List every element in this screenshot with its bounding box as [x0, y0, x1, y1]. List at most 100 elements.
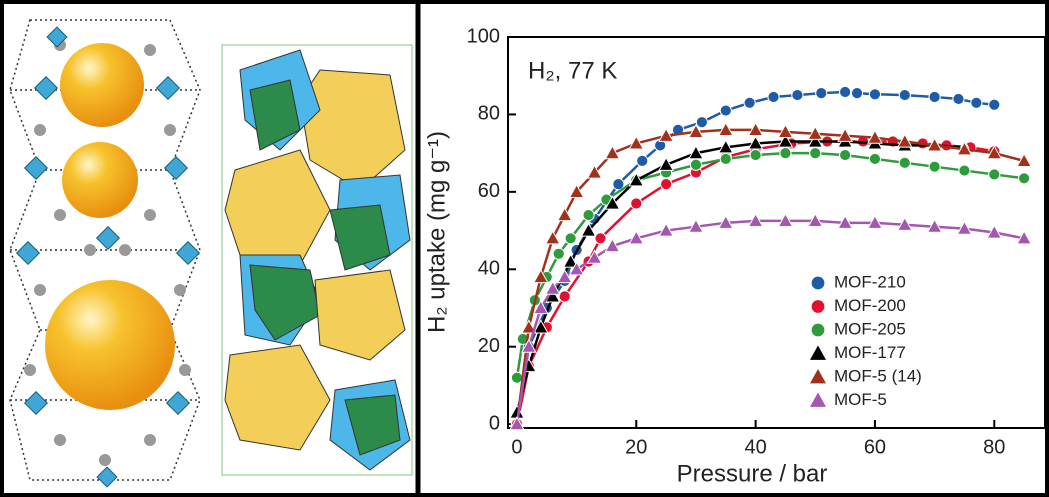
data-point	[532, 299, 549, 315]
data-point	[568, 261, 585, 276]
y-axis-title: H₂ uptake (mg g⁻¹)	[423, 131, 450, 333]
data-point	[928, 90, 941, 104]
linker-nodes	[24, 39, 191, 466]
data-point	[556, 207, 573, 222]
data-point	[689, 158, 703, 171]
legend-label: MOF-205	[834, 319, 906, 338]
data-point	[988, 98, 1001, 111]
data-point	[717, 214, 734, 229]
data-point	[988, 168, 1001, 181]
data-point	[688, 218, 704, 233]
data-point	[807, 133, 824, 148]
data-point	[815, 87, 828, 100]
data-point	[532, 268, 549, 284]
y-tick-label: 0	[489, 412, 500, 434]
data-point	[837, 127, 853, 142]
y-tick-label: 80	[478, 103, 500, 125]
data-point	[926, 137, 943, 152]
data-point	[604, 145, 621, 160]
data-point	[564, 232, 577, 245]
data-point	[898, 88, 911, 102]
pore-sphere	[62, 142, 138, 218]
series-line	[515, 128, 1025, 425]
x-tick-label: 60	[864, 436, 886, 458]
unit-cell	[221, 44, 413, 476]
annotation: H₂, 77 K	[528, 57, 617, 84]
legend-label: MOF-210	[834, 272, 906, 291]
data-point	[928, 160, 941, 173]
data-point	[807, 125, 824, 140]
data-point	[986, 145, 1003, 160]
data-point	[582, 208, 595, 222]
plot-frame	[507, 36, 1046, 429]
data-point	[604, 238, 621, 253]
legend-marker	[811, 300, 825, 313]
y-tick-label: 40	[478, 258, 500, 280]
pore-sphere	[45, 280, 175, 410]
data-point	[1016, 152, 1032, 167]
data-point	[717, 139, 734, 154]
legend-marker	[811, 323, 825, 337]
data-point	[594, 232, 607, 245]
data-point	[636, 154, 649, 167]
data-point	[767, 90, 780, 104]
data-point	[604, 195, 621, 210]
data-point	[958, 164, 971, 177]
data-point	[867, 129, 883, 144]
data-point	[777, 133, 794, 148]
data-point	[628, 135, 645, 150]
data-point	[850, 87, 864, 100]
y-tick-label: 60	[478, 180, 500, 202]
data-point	[552, 247, 565, 260]
data-point	[926, 218, 943, 233]
data-point	[628, 172, 645, 187]
data-point	[658, 156, 674, 171]
data-point	[586, 249, 603, 264]
legend-label: MOF-177	[834, 343, 906, 362]
data-point	[868, 88, 882, 101]
data-point	[586, 164, 603, 179]
data-point	[839, 85, 852, 99]
legend-marker	[810, 345, 826, 360]
data-point	[521, 319, 537, 334]
data-point	[837, 214, 853, 229]
data-point	[521, 338, 537, 353]
data-point	[777, 212, 794, 227]
data-point	[807, 212, 824, 227]
data-point	[952, 92, 965, 106]
x-tick-label: 20	[625, 436, 647, 458]
data-point	[580, 222, 597, 237]
data-point	[509, 416, 525, 431]
data-point	[747, 212, 764, 227]
legend-label: MOF-200	[834, 296, 906, 315]
data-point	[688, 123, 704, 138]
data-point	[544, 280, 561, 295]
data-point	[630, 197, 643, 210]
data-point	[747, 121, 764, 137]
legend-label: MOF-5 (14)	[834, 366, 922, 385]
data-point	[779, 147, 792, 160]
data-point	[809, 147, 822, 160]
y-tick-label: 100	[467, 25, 500, 47]
data-point	[777, 123, 794, 138]
data-point	[1016, 230, 1032, 245]
data-point	[970, 96, 983, 109]
data-point	[532, 319, 549, 334]
data-point	[717, 121, 734, 137]
data-point	[562, 253, 579, 268]
data-point	[986, 224, 1003, 239]
data-point	[695, 116, 709, 129]
chart: H₂, 77 K Pressure / bar H₂ uptake (mg g⁻…	[423, 57, 827, 487]
polyhedra	[224, 49, 411, 471]
data-point	[612, 178, 625, 191]
data-point	[896, 216, 913, 231]
data-point	[839, 148, 852, 162]
data-point	[743, 96, 756, 109]
data-point	[568, 183, 585, 198]
data-point	[791, 88, 804, 102]
structure-illustration	[9, 19, 413, 488]
legend-marker	[811, 276, 825, 290]
data-point	[660, 178, 673, 191]
